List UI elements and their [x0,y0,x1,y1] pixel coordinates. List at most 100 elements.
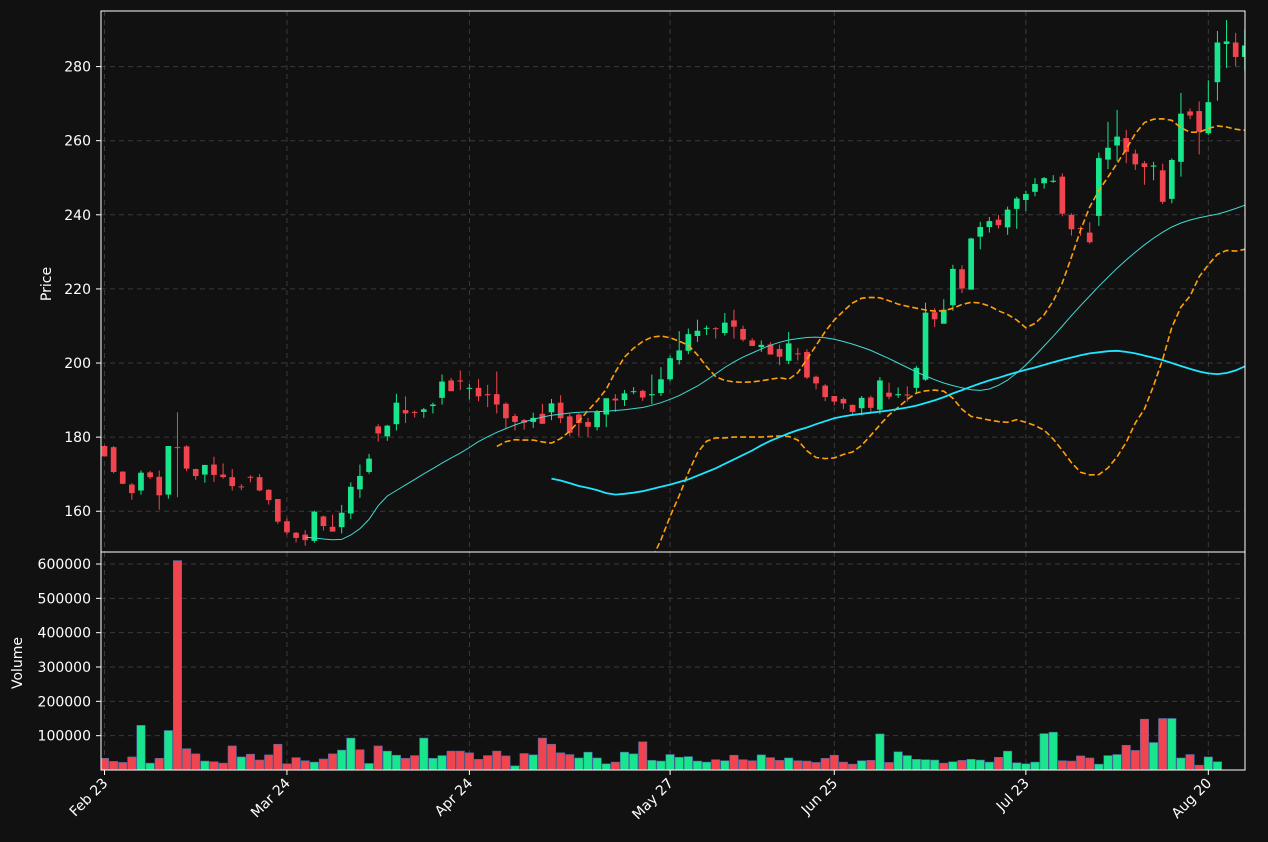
volume-bar [1167,718,1177,770]
candle-body [238,486,245,488]
candle-body [557,402,564,419]
candle-body [877,380,883,410]
volume-bar [464,752,474,770]
volume-tick-label: 100000 [38,729,91,745]
candle-body [320,516,327,527]
candle-body [913,367,920,388]
candle-body [1168,159,1175,199]
candle-body [676,350,683,361]
volume-bar [583,751,593,770]
price-tick-label: 280 [64,60,91,76]
volume-bar [984,761,994,770]
volume-bar [1212,761,1222,770]
volume-bar [510,765,520,770]
ma-long-line [551,349,1245,496]
candle-body [329,526,336,532]
candle-body [840,398,847,404]
candle-body [758,344,765,348]
candle-body [503,403,509,419]
candle-body [548,403,555,413]
candle-body [138,472,144,491]
candle-body [731,320,737,327]
volume-bar [109,761,119,770]
volume-bar [1021,763,1031,770]
volume-bar [136,725,146,770]
candle-body [977,227,984,237]
candle-body [1159,170,1166,202]
volume-bar [373,745,383,770]
volume-bar [1057,760,1067,770]
candle-body [603,398,610,415]
candle-body [694,330,701,336]
candle-body [858,397,865,409]
volume-bar [547,743,556,770]
candle-body [375,426,381,434]
volume-bar [729,754,739,770]
candle-body [1150,165,1157,167]
candle-body [585,421,591,427]
volume-bar [483,755,493,770]
candle-body [986,221,993,228]
volume-bar [528,754,538,770]
volume-bar [218,762,228,770]
volume-bar [273,743,283,770]
candle-body [1241,45,1245,57]
volume-bar [428,758,438,770]
volume-bar [674,756,684,770]
candle-body [220,474,226,478]
candle-body [904,394,911,396]
volume-bar [610,761,620,770]
candle-body [284,521,290,533]
volume-bar [601,763,611,770]
candle-body [594,411,600,428]
volume-bar [619,751,629,770]
volume-bar [957,760,967,770]
volume-bar [1121,744,1131,770]
price-axis-label: Price [39,267,55,301]
volume-bar [802,760,812,770]
volume-bar [118,762,128,770]
price-tick-label: 180 [64,430,91,446]
candle-body [293,532,299,538]
candle-body [229,477,236,487]
candle-body [174,447,181,449]
candle-body [703,327,710,329]
candle-body [749,340,756,346]
candle-body [712,328,719,330]
candle-body [247,476,254,478]
volume-bar [930,759,940,770]
candle-body [612,398,619,401]
upper-band-line [496,117,1245,448]
volume-bar [191,753,201,770]
candle-body [767,344,774,355]
volume-bar [747,760,757,770]
volume-bar [519,753,529,770]
candle-body [804,351,810,378]
volume-bar [446,750,456,770]
volume-bar [820,758,830,770]
volume-bar [902,755,912,770]
candle-body [721,322,728,334]
volume-tick-label: 400000 [38,626,91,642]
candle-body [621,393,628,401]
candle-body [794,353,801,355]
candle-body [1068,214,1075,230]
volume-bar [866,760,876,770]
candle-body [1096,158,1102,216]
candle-body [129,484,135,494]
candle-body [420,409,427,412]
candle-body [347,486,354,514]
candle-body [338,512,345,528]
candle-body [931,312,938,320]
candle-body [1214,42,1221,83]
volume-bar [629,753,639,770]
candle-body [156,476,163,496]
volume-bar [419,737,429,770]
candle-body [539,413,546,424]
volume-bar [101,758,109,770]
volume-bar [255,759,265,770]
candle-body [995,219,1002,226]
candle-body [411,411,418,413]
volume-bar [1112,754,1122,770]
